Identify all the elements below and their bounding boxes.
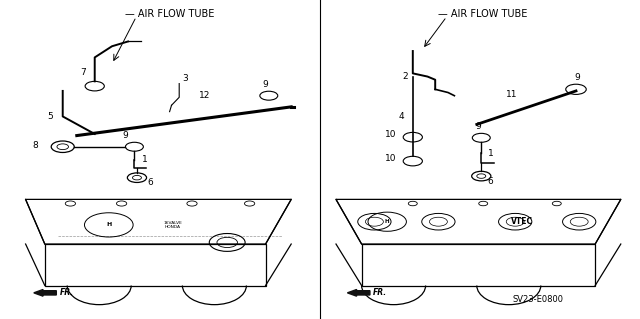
- Text: 4: 4: [399, 112, 404, 121]
- Text: 9: 9: [122, 131, 127, 140]
- Text: — AIR FLOW TUBE: — AIR FLOW TUBE: [438, 9, 528, 19]
- Text: 12: 12: [199, 92, 211, 100]
- Text: 8: 8: [33, 141, 38, 150]
- Text: 5: 5: [47, 112, 53, 121]
- FancyArrow shape: [34, 290, 56, 296]
- Text: FR.: FR.: [60, 288, 74, 297]
- Text: H: H: [106, 222, 111, 227]
- Text: 9: 9: [476, 122, 481, 131]
- Text: 3: 3: [182, 74, 188, 83]
- Text: — AIR FLOW TUBE: — AIR FLOW TUBE: [125, 9, 214, 19]
- Text: SV23-E0800: SV23-E0800: [512, 295, 563, 304]
- Text: 10: 10: [385, 154, 397, 163]
- Text: 9: 9: [263, 80, 268, 89]
- Text: FR.: FR.: [373, 288, 387, 297]
- Text: 6: 6: [488, 177, 493, 186]
- Text: 10: 10: [385, 130, 397, 139]
- Text: 11: 11: [506, 90, 518, 99]
- Text: 1: 1: [142, 155, 148, 164]
- Text: 9: 9: [575, 73, 580, 82]
- Text: H: H: [385, 219, 390, 224]
- Text: 1: 1: [488, 149, 493, 158]
- Text: VTEC: VTEC: [511, 217, 532, 226]
- Text: 16VALVE
HONDA: 16VALVE HONDA: [163, 221, 182, 229]
- Text: 6: 6: [147, 178, 153, 187]
- Text: 2: 2: [402, 72, 408, 81]
- FancyArrow shape: [348, 290, 370, 296]
- Text: 7: 7: [81, 68, 86, 77]
